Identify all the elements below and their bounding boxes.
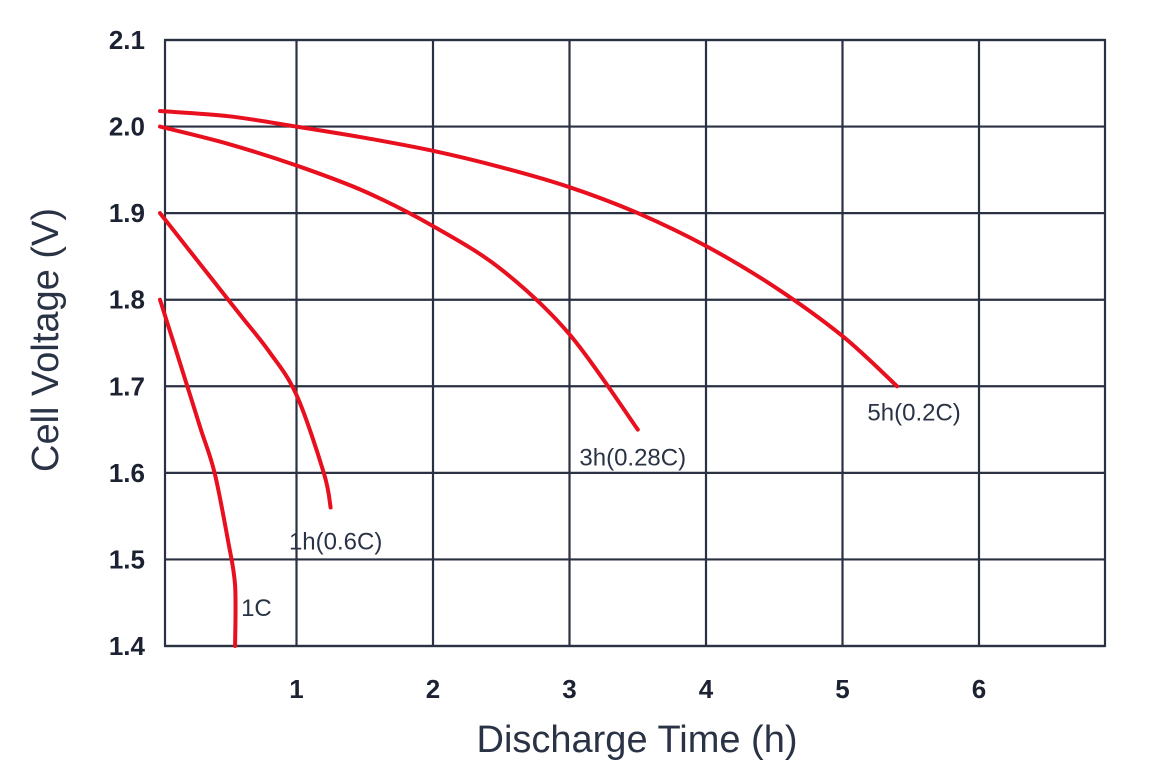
y-axis-title: Cell Voltage (V)	[25, 208, 67, 472]
series-label-1c: 1C	[241, 595, 272, 622]
tick-labels: 1 2 3 4 5 6 1.4 1.5 1.6 1.7 1.8 1.9 2.0 2.1	[109, 25, 986, 704]
series-lines	[158, 109, 900, 648]
series-line-5h-0-2c	[158, 109, 900, 389]
x-tick-label: 3	[562, 674, 576, 704]
series-labels: 1C 1h(0.6C) 3h(0.28C) 5h(0.2C)	[241, 399, 961, 622]
y-tick-label: 1.6	[109, 458, 145, 488]
y-tick-label: 2.1	[109, 25, 145, 55]
x-tick-label: 5	[835, 674, 849, 704]
y-tick-label: 2.0	[109, 112, 145, 142]
x-tick-label: 1	[289, 674, 303, 704]
y-tick-label: 1.9	[109, 198, 145, 228]
x-tick-label: 6	[972, 674, 986, 704]
series-line-3h-0-28c	[158, 124, 640, 432]
series-label-1h-0-6c: 1h(0.6C)	[289, 528, 382, 555]
y-tick-label: 1.5	[109, 544, 145, 574]
series-label-3h-0-28c: 3h(0.28C)	[579, 445, 686, 472]
x-axis-title: Discharge Time (h)	[477, 719, 798, 761]
series-line-1c	[158, 297, 238, 648]
x-tick-label: 4	[699, 674, 714, 704]
series-line-1h-0-6c	[158, 211, 333, 510]
x-tick-label: 2	[426, 674, 440, 704]
y-tick-label: 1.4	[109, 631, 146, 661]
plot-frame	[163, 38, 1107, 648]
y-tick-label: 1.7	[109, 371, 145, 401]
series-label-5h-0-2c: 5h(0.2C)	[867, 399, 960, 426]
y-tick-label: 1.8	[109, 285, 145, 315]
